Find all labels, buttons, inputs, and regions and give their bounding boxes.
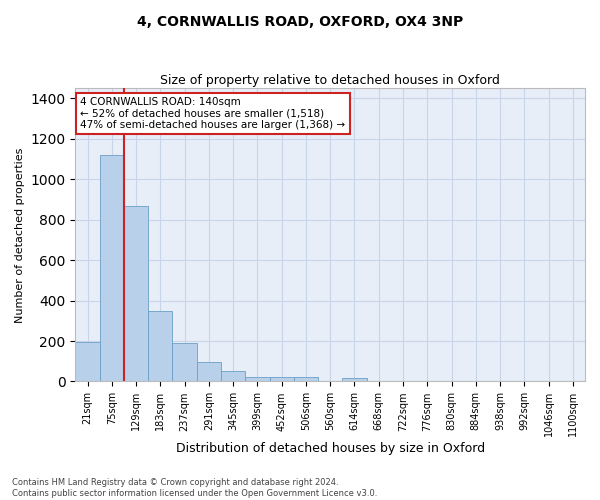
Text: Contains HM Land Registry data © Crown copyright and database right 2024.
Contai: Contains HM Land Registry data © Crown c…: [12, 478, 377, 498]
X-axis label: Distribution of detached houses by size in Oxford: Distribution of detached houses by size …: [176, 442, 485, 455]
Y-axis label: Number of detached properties: Number of detached properties: [15, 147, 25, 322]
Bar: [245, 377, 269, 382]
Bar: [100, 156, 124, 382]
Bar: [76, 342, 100, 382]
Bar: [148, 310, 172, 382]
Bar: [343, 378, 367, 382]
Bar: [172, 343, 197, 382]
Bar: [269, 378, 294, 382]
Bar: [124, 206, 148, 382]
Text: 4, CORNWALLIS ROAD, OXFORD, OX4 3NP: 4, CORNWALLIS ROAD, OXFORD, OX4 3NP: [137, 15, 463, 29]
Bar: [221, 372, 245, 382]
Bar: [197, 362, 221, 382]
Bar: [294, 378, 318, 382]
Title: Size of property relative to detached houses in Oxford: Size of property relative to detached ho…: [160, 74, 500, 87]
Text: 4 CORNWALLIS ROAD: 140sqm
← 52% of detached houses are smaller (1,518)
47% of se: 4 CORNWALLIS ROAD: 140sqm ← 52% of detac…: [80, 97, 346, 130]
